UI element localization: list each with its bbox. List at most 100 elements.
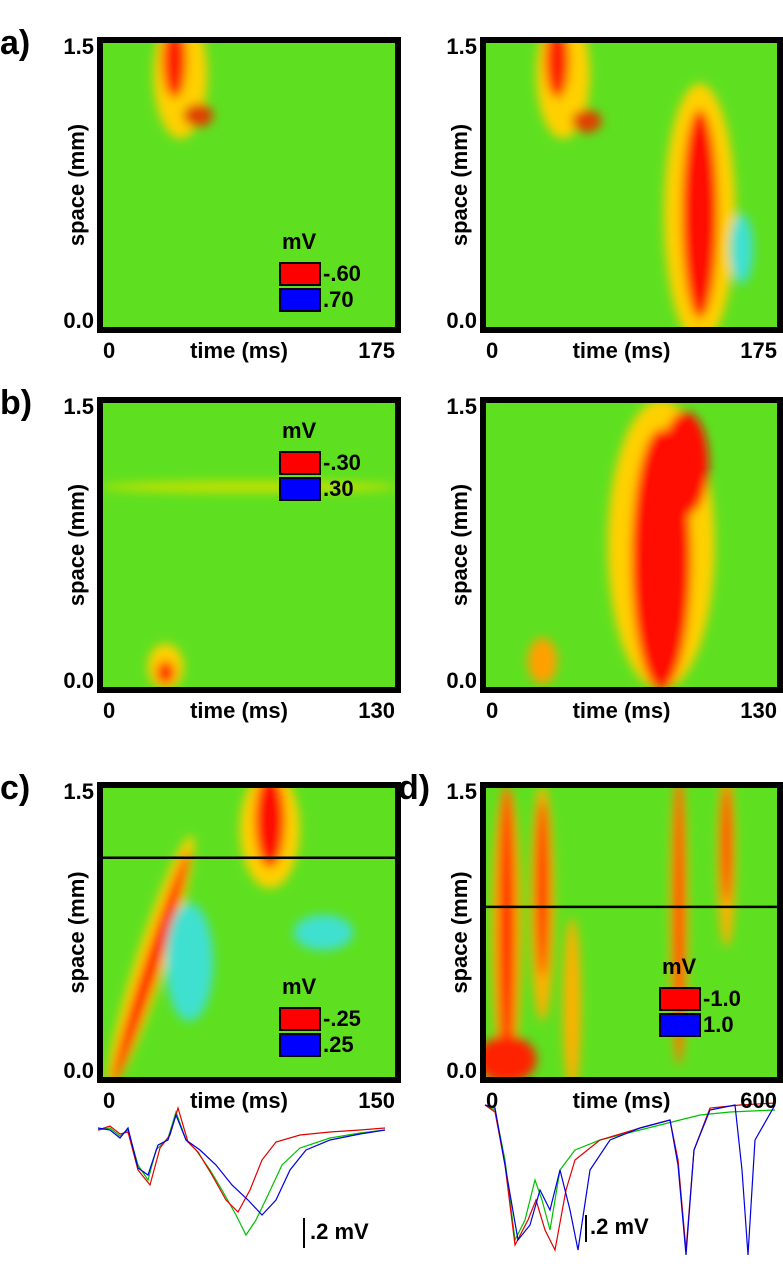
y-tick-label: 1.5 [63, 779, 94, 804]
heatmap-blob [536, 799, 549, 977]
y-tick-label: 1.5 [446, 394, 477, 419]
legend-swatch [279, 451, 321, 475]
heatmap [100, 40, 398, 330]
scale-bar-label: .2 mV [590, 1214, 649, 1239]
x-tick-label: 150 [358, 1088, 395, 1113]
legend-label: -.25 [323, 1006, 361, 1031]
heatmap [483, 785, 780, 1080]
legend-swatch [659, 1013, 701, 1037]
y-axis-label: space (mm) [447, 124, 472, 246]
x-axis-label: time (ms) [190, 1088, 288, 1113]
heatmap [100, 785, 398, 1080]
x-tick-label: 0 [103, 698, 115, 723]
y-tick-label: 1.5 [63, 394, 94, 419]
x-axis-label: time (ms) [573, 1088, 671, 1113]
heatmap-blob [183, 103, 214, 127]
legend-label: .25 [323, 1032, 354, 1057]
y-axis-label: space (mm) [64, 871, 89, 993]
x-axis-label: time (ms) [190, 698, 288, 723]
legend-label: -.30 [323, 450, 361, 475]
x-tick-label: 0 [103, 1088, 115, 1113]
y-tick-label: 0.0 [63, 668, 94, 693]
x-tick-label: 130 [740, 698, 777, 723]
x-tick-label: 175 [740, 338, 777, 363]
heatmap-blob [563, 917, 582, 1080]
heatmap-blob [165, 903, 214, 1021]
y-tick-label: 0.0 [63, 1058, 94, 1083]
heatmap-blob [156, 661, 175, 685]
legend-title: mV [282, 229, 317, 254]
heatmap-blob [527, 637, 558, 685]
x-tick-label: 0 [486, 698, 498, 723]
legend-title: mV [282, 974, 317, 999]
legend-label: .70 [323, 287, 354, 312]
x-tick-label: 130 [358, 698, 395, 723]
plot-frame [97, 37, 401, 333]
heatmap-blob [162, 40, 187, 98]
heatmap-field [107, 785, 354, 1080]
x-tick-label: 0 [103, 338, 115, 363]
panel-label: a) [0, 24, 30, 62]
heatmap-blob [100, 481, 398, 493]
y-axis-label: space (mm) [64, 484, 89, 606]
y-axis-label: space (mm) [64, 124, 89, 246]
y-tick-label: 1.5 [446, 779, 477, 804]
heatmap-field [527, 400, 715, 690]
x-tick-label: 175 [358, 338, 395, 363]
trace-c [97, 1105, 386, 1248]
plot-frame [97, 782, 401, 1083]
scale-bar-label: .2 mV [310, 1219, 369, 1244]
legend-swatch [279, 262, 321, 286]
heatmap-field [153, 40, 214, 139]
x-tick-label: 0 [486, 338, 498, 363]
legend-swatch [279, 288, 321, 312]
heatmap-blob [722, 785, 731, 903]
heatmap-bg [483, 785, 780, 1080]
legend-title: mV [282, 418, 317, 443]
heatmap [100, 400, 398, 690]
x-tick-label: 0 [486, 1088, 498, 1113]
heatmap-bg [100, 40, 398, 330]
panel-label: d) [398, 769, 430, 807]
plot-frame [97, 397, 401, 693]
y-tick-label: 0.0 [63, 308, 94, 333]
heatmap-blob [254, 785, 285, 868]
heatmap-field [536, 40, 754, 330]
heatmap-bg [483, 40, 780, 330]
legend-title: mV [662, 954, 697, 979]
panel-label: b) [0, 384, 32, 422]
x-tick-label: 600 [740, 1088, 777, 1113]
y-axis-label: space (mm) [447, 871, 472, 993]
y-tick-label: 0.0 [446, 668, 477, 693]
legend-swatch [279, 477, 321, 501]
heatmap-blob [729, 214, 754, 284]
x-axis-label: time (ms) [190, 338, 288, 363]
heatmap-blob [483, 1035, 537, 1080]
y-tick-label: 0.0 [446, 308, 477, 333]
x-axis-label: time (ms) [573, 338, 671, 363]
heatmap-field [100, 481, 398, 690]
plot-frame [480, 397, 783, 693]
heatmap [483, 40, 780, 330]
x-axis-label: time (ms) [573, 698, 671, 723]
heatmap-blob [499, 785, 515, 1080]
heatmap [483, 400, 780, 690]
legend-swatch [279, 1033, 321, 1057]
plot-frame [480, 782, 783, 1083]
legend-label: -.60 [323, 261, 361, 286]
heatmap-blob [681, 109, 718, 319]
legend-swatch [279, 1007, 321, 1031]
heatmap-blob [293, 914, 354, 951]
heatmap-blob [545, 40, 570, 98]
y-tick-label: 0.0 [446, 1058, 477, 1083]
plot-frame [480, 37, 783, 333]
trace-d [484, 1102, 776, 1256]
legend-label: 1.0 [703, 1012, 734, 1037]
legend-label: -1.0 [703, 986, 741, 1011]
heatmap-bg [100, 400, 398, 690]
y-tick-label: 1.5 [446, 34, 477, 59]
legend-swatch [659, 987, 701, 1011]
legend-label: .30 [323, 476, 354, 501]
heatmap-blob [572, 109, 602, 133]
